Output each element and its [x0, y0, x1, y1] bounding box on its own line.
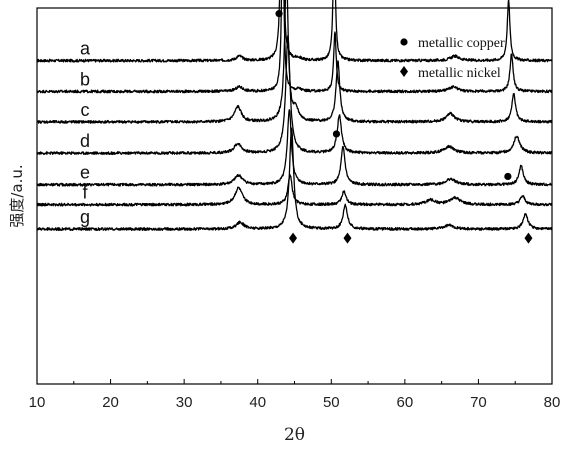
series-line-g	[36, 127, 553, 232]
series-label-e: e	[80, 163, 90, 183]
nickel-peak-marker	[524, 232, 533, 244]
x-tick-label: 10	[29, 394, 46, 411]
markers-group	[275, 10, 533, 244]
x-tick-label: 20	[102, 394, 119, 411]
series-line-b	[36, 0, 553, 94]
copper-peak-marker	[504, 172, 512, 181]
copper-peak-marker	[275, 10, 283, 18]
series-line-a	[36, 0, 553, 63]
x-axis-label: 2θ	[284, 425, 305, 445]
x-axis-ticks: 10 20 30 40 50 60 70 80	[29, 379, 561, 411]
series-label-b: b	[80, 69, 90, 89]
nickel-peak-marker	[343, 232, 352, 244]
x-tick-label: 50	[323, 394, 340, 411]
series-line-f	[36, 173, 553, 207]
nickel-peak-marker	[289, 232, 298, 244]
x-tick-label: 80	[544, 394, 561, 411]
legend-copper-label: metallic copper	[418, 36, 505, 51]
series-line-d	[36, 34, 553, 156]
x-tick-label: 60	[397, 394, 414, 411]
copper-peak-marker	[332, 130, 341, 138]
series-line-c	[36, 0, 553, 124]
series-label-c: c	[81, 100, 90, 120]
legend-nickel-marker	[400, 66, 408, 77]
series-line-e	[36, 109, 553, 187]
x-tick-label: 30	[176, 394, 193, 411]
x-tick-label: 40	[249, 394, 266, 411]
series-label-g: g	[80, 207, 90, 227]
legend: metallic copper metallic nickel	[400, 36, 505, 81]
y-axis-label: 强度/a.u.	[8, 164, 26, 227]
x-tick-label: 70	[470, 394, 487, 411]
legend-nickel-label: metallic nickel	[418, 66, 501, 81]
series-label-f: f	[82, 183, 88, 203]
series-label-d: d	[80, 131, 90, 151]
legend-copper-marker	[400, 38, 408, 46]
series-label-a: a	[80, 39, 91, 59]
